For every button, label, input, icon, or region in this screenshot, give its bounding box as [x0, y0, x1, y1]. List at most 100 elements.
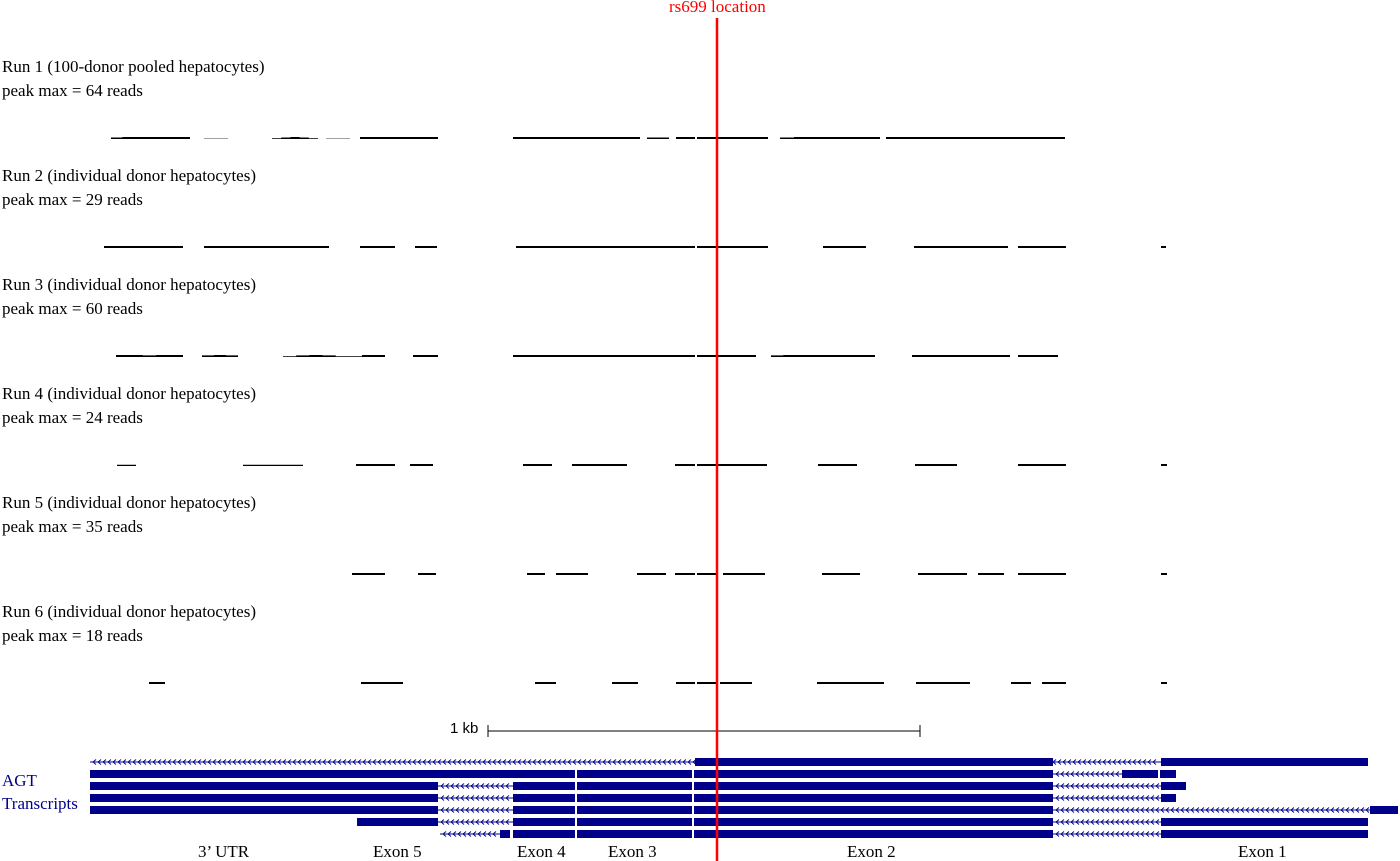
transcript-3-exon-1	[513, 782, 1053, 790]
coverage-run4-gap	[695, 368, 697, 468]
scale-bar-label: 1 kb	[450, 720, 479, 737]
transcript-2-exon-1	[1122, 770, 1176, 778]
coverage-run1-segment-0	[111, 137, 190, 139]
run-5-name: Run 5 (individual donor hepatocytes)	[2, 493, 257, 512]
coverage-run6-segment-10	[1161, 682, 1167, 684]
coverage-run2-segment-7	[716, 246, 768, 248]
coverage-run1-segment-5	[513, 137, 573, 139]
transcript-2-exon-0	[90, 770, 1053, 778]
transcript-5-exon-0	[90, 806, 438, 814]
transcript-5-direction-arrows-0	[440, 807, 510, 813]
coverage-run3-segment-7	[640, 355, 716, 357]
coverage-run3-segment-9	[771, 355, 808, 357]
coverage-run4-segment-5	[572, 464, 627, 466]
coverage-run2-segment-5	[563, 246, 653, 248]
transcript-4-direction-arrows-0	[440, 795, 510, 801]
coverage-run5-segment-1	[418, 573, 436, 575]
coverage-run5-segment-12	[1161, 573, 1167, 575]
run-6-name: Run 6 (individual donor hepatocytes)	[2, 602, 257, 621]
transcript-7-direction-arrows-1	[1055, 831, 1160, 837]
coverage-run4-segment-3	[410, 464, 433, 466]
transcript-2-direction-arrows-0	[1055, 771, 1120, 777]
coverage-run3-segment-5	[513, 355, 573, 357]
transcript-7-exon-2	[1161, 830, 1368, 838]
coverage-run1-segment-13	[910, 137, 1065, 139]
coverage-run1-segment-12	[886, 137, 910, 139]
run-1-name: Run 1 (100-donor pooled hepatocytes)	[2, 57, 265, 76]
run-3-label: Run 3 (individual donor hepatocytes) pea…	[2, 273, 256, 321]
transcript-5-exon-1	[513, 806, 1053, 814]
exon-label-exon3: Exon 3	[608, 842, 657, 861]
transcript-splice-gap-1	[575, 768, 577, 838]
transcript-3-exon-0	[90, 782, 438, 790]
transcript-7-direction-arrows-0	[442, 831, 497, 837]
coverage-run3-gap	[695, 259, 697, 359]
coverage-run3-segment-3	[362, 355, 385, 357]
transcript-6-exon-1	[513, 818, 1053, 826]
transcript-3-exon-2	[1161, 782, 1186, 790]
coverage-run1-segment-2	[272, 137, 318, 139]
coverage-run4-segment-10	[1018, 464, 1066, 466]
exon-label-3utr: 3’ UTR	[198, 842, 250, 861]
run-6-label: Run 6 (individual donor hepatocytes) pea…	[2, 600, 256, 648]
coverage-run4-segment-9	[915, 464, 957, 466]
coverage-run5-segment-9	[918, 573, 967, 575]
coverage-run2-gap	[695, 150, 697, 250]
coverage-run5-segment-4	[577, 573, 588, 575]
transcript-1-exon-1	[1161, 758, 1368, 766]
coverage-run5-segment-5	[637, 573, 666, 575]
run-2-label: Run 2 (individual donor hepatocytes) pea…	[2, 164, 256, 212]
coverage-run4-segment-4	[523, 464, 552, 466]
transcript-7-exon-1	[513, 830, 1053, 838]
transcript-4-exon-2	[1161, 794, 1176, 802]
coverage-run6-segment-6	[817, 682, 884, 684]
coverage-run3-segment-12	[1018, 355, 1058, 357]
run-1-label: Run 1 (100-donor pooled hepatocytes) pea…	[2, 55, 265, 103]
coverage-run4-segment-11	[1161, 464, 1167, 466]
coverage-run5-gap	[695, 477, 697, 577]
coverage-run2-segment-2	[360, 246, 395, 248]
transcript-4-exon-0	[90, 794, 438, 802]
run-6-peak: peak max = 18 reads	[2, 626, 143, 645]
transcript-6-exon-0	[357, 818, 438, 826]
coverage-run3-segment-4	[413, 355, 438, 357]
coverage-run5-segment-2	[527, 573, 545, 575]
coverage-run2-segment-0	[104, 246, 183, 248]
coverage-run3-segment-6	[573, 355, 640, 357]
coverage-run5-segment-8	[822, 573, 860, 575]
coverage-run1-gap	[695, 41, 697, 141]
coverage-run6-gap	[695, 586, 697, 686]
transcript-1-exon-0	[695, 758, 1053, 766]
transcript-splice-gap-2	[692, 768, 694, 838]
coverage-run2-segment-8	[823, 246, 866, 248]
coverage-run6-segment-5	[720, 682, 752, 684]
coverage-run5-segment-7	[723, 573, 765, 575]
transcript-6-direction-arrows-1	[1055, 819, 1160, 825]
coverage-run4-segment-2	[356, 464, 395, 466]
run-5-peak: peak max = 35 reads	[2, 517, 143, 536]
coverage-run5-segment-10	[978, 573, 1004, 575]
exon-label-exon5: Exon 5	[373, 842, 422, 861]
run-2-name: Run 2 (individual donor hepatocytes)	[2, 166, 257, 185]
run-5-label: Run 5 (individual donor hepatocytes) pea…	[2, 491, 256, 539]
coverage-run1-segment-9	[716, 137, 768, 139]
transcript-4-exon-1	[513, 794, 1053, 802]
coverage-run3-segment-0	[116, 355, 183, 357]
run-3-name: Run 3 (individual donor hepatocytes)	[2, 275, 257, 294]
coverage-run2-segment-11	[1161, 246, 1166, 248]
coverage-run2-segment-10	[1018, 246, 1066, 248]
exon-label-exon2: Exon 2	[847, 842, 896, 861]
coverage-run2-segment-1	[204, 246, 329, 248]
coverage-run1-segment-11	[808, 137, 880, 139]
transcript-3-direction-arrows-1	[1055, 783, 1160, 789]
coverage-run3-segment-10	[808, 355, 875, 357]
coverage-run6-segment-8	[1011, 682, 1031, 684]
agt-label: AGT	[2, 771, 37, 790]
transcript-6-exon-2	[1161, 818, 1368, 826]
coverage-run3-segment-11	[912, 355, 1010, 357]
coverage-run2-segment-6	[653, 246, 716, 248]
run-4-name: Run 4 (individual donor hepatocytes)	[2, 384, 257, 403]
coverage-run6-segment-0	[149, 682, 165, 684]
run-2-peak: peak max = 29 reads	[2, 190, 143, 209]
coverage-run4-segment-0	[117, 464, 136, 466]
